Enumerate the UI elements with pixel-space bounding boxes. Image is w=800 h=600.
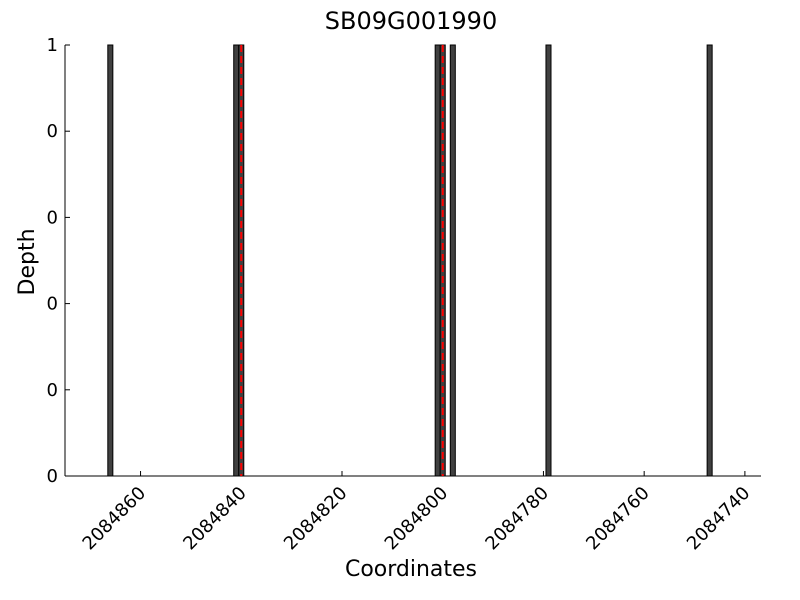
x-tick-label: 2084800	[381, 483, 453, 555]
bar	[233, 44, 240, 477]
chart-title: SB09G001990	[325, 7, 497, 35]
x-axis-label: Coordinates	[345, 557, 477, 582]
x-tick-label: 2084820	[280, 483, 352, 555]
bar	[706, 44, 713, 477]
bar	[545, 44, 552, 477]
x-tick-label: 2084840	[179, 483, 251, 555]
y-tick-label: 0	[47, 121, 58, 142]
x-tick-label: 2084860	[79, 483, 151, 555]
bar	[107, 44, 114, 477]
x-tick-label: 2084740	[683, 483, 755, 555]
x-tick-label: 2084760	[582, 483, 654, 555]
y-tick-label: 0	[47, 380, 58, 401]
y-tick-label: 0	[47, 294, 58, 315]
y-tick-label: 0	[47, 466, 58, 487]
x-tick-label: 2084780	[481, 483, 553, 555]
bar	[449, 44, 456, 477]
y-tick-label: 1	[47, 35, 58, 56]
y-tick-label: 0	[47, 207, 58, 228]
y-axis-label: Depth	[15, 228, 40, 295]
bar	[434, 44, 441, 477]
